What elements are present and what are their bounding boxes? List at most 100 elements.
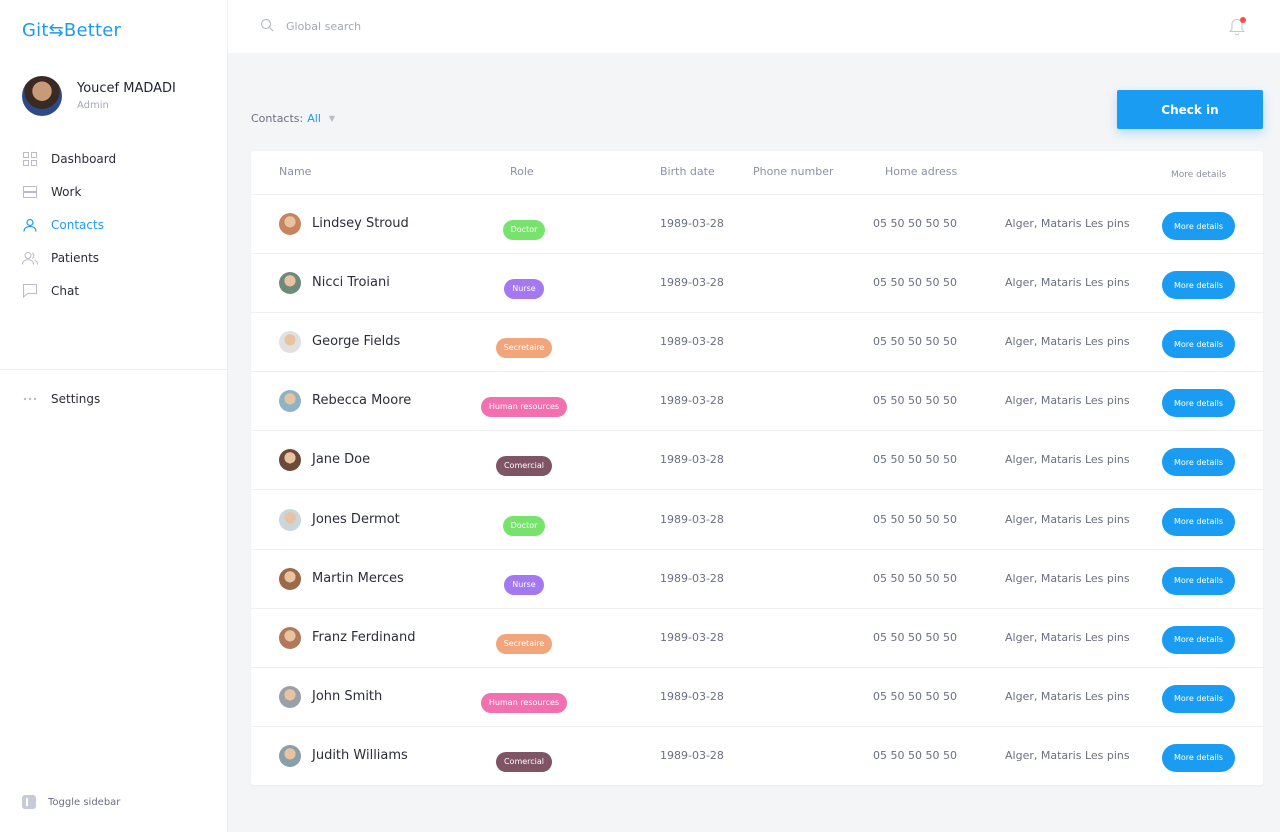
table-row[interactable]: John Smith Human resources 1989-03-28 05 50… — [251, 668, 1263, 727]
table-row[interactable]: Judith Williams Comercial 1989-03-28 05 50 … — [251, 727, 1263, 786]
home-address: Alger, Mataris Les pins — [1005, 571, 1130, 585]
role-cell: Nurse — [251, 572, 797, 595]
table-row[interactable]: Jane Doe Comercial 1989-03-28 05 50 50 50 5… — [251, 431, 1263, 491]
role-badge: Comercial — [495, 456, 553, 477]
contact-name: Judith Williams — [312, 747, 408, 763]
toggle-sidebar-label: Toggle sidebar — [48, 796, 121, 808]
home-address: Alger, Mataris Les pins — [1005, 630, 1130, 644]
birth-date: 1989-03-28 — [660, 335, 724, 349]
role-badge: Doctor — [502, 220, 546, 240]
chevron-down-icon[interactable]: ▼ — [328, 114, 336, 123]
contacts-filter: Contacts: All ▼ — [251, 112, 335, 125]
home-address: Alger, Mataris Les pins — [1005, 748, 1130, 762]
more-details-button[interactable]: More details — [1162, 566, 1235, 595]
role-badge: Nurse — [504, 574, 544, 595]
more-details-button[interactable]: More details — [1162, 212, 1235, 240]
app-logo[interactable]: Git⇆Better — [22, 20, 122, 41]
role-cell: Doctor — [251, 513, 797, 536]
more-details-button[interactable]: More details — [1162, 743, 1235, 772]
home-address: Alger, Mataris Les pins — [1005, 689, 1130, 703]
contact-name: Rebecca Moore — [312, 393, 412, 409]
check-in-button[interactable]: Check in — [1117, 90, 1263, 129]
column-header-details: More details — [1171, 170, 1227, 180]
role-badge: Secretaire — [495, 633, 553, 654]
sidebar-item-chat[interactable]: Chat — [22, 280, 212, 302]
filter-select[interactable]: All — [307, 112, 321, 125]
column-header-phone[interactable]: Phone number — [753, 165, 834, 178]
role-cell: Doctor — [251, 217, 797, 240]
birth-date: 1989-03-28 — [660, 689, 724, 703]
contacts-icon — [22, 217, 38, 233]
contact-name: Lindsey Stroud — [312, 216, 409, 231]
role-badge: Comercial — [495, 751, 553, 772]
avatar — [22, 76, 62, 116]
birth-date: 1989-03-28 — [660, 748, 724, 762]
table-row[interactable]: Martin Merces Nurse 1989-03-28 05 50 50 50 … — [251, 550, 1263, 609]
filter-label: Contacts: — [251, 112, 304, 125]
avatar — [279, 508, 301, 531]
toggle-sidebar-button[interactable]: Toggle sidebar — [22, 795, 120, 809]
user-profile[interactable]: Youcef MADADI Admin — [22, 76, 176, 116]
more-details-button[interactable]: More details — [1162, 330, 1235, 359]
sidebar-item-label: Work — [51, 185, 82, 199]
table-row[interactable]: Franz Ferdinand Secretaire 1989-03-28 05 50… — [251, 609, 1263, 668]
column-header-role[interactable]: Role — [510, 165, 534, 178]
table-header: Name Role Birth date Phone number Home a… — [251, 151, 1263, 195]
column-header-name[interactable]: Name — [279, 165, 312, 178]
phone-number: 05 50 50 50 50 — [873, 453, 957, 467]
search-input[interactable] — [286, 20, 546, 33]
table-row[interactable]: Lindsey Stroud Doctor 1989-03-28 05 50 50 5… — [251, 195, 1263, 254]
sidebar-item-dashboard[interactable]: Dashboard — [22, 148, 212, 170]
birth-date: 1989-03-28 — [660, 571, 724, 585]
more-details-button[interactable]: More details — [1162, 625, 1235, 654]
sidebar: Git⇆Better Youcef MADADI Admin Dashboard… — [0, 0, 228, 832]
home-address: Alger, Mataris Les pins — [1005, 276, 1130, 290]
sidebar-item-contacts[interactable]: Contacts — [22, 214, 212, 236]
contacts-table: Name Role Birth date Phone number Home a… — [251, 151, 1263, 785]
more-details-button[interactable]: More details — [1162, 507, 1235, 536]
chat-icon — [22, 283, 38, 299]
column-header-birth-date[interactable]: Birth date — [660, 165, 715, 178]
contact-name: Franz Ferdinand — [312, 629, 416, 645]
table-row[interactable]: Jones Dermot Doctor 1989-03-28 05 50 50 50 … — [251, 491, 1263, 550]
sidebar-item-patients[interactable]: Patients — [22, 247, 212, 269]
table-row[interactable]: Rebecca Moore Human resources 1989-03-28 05… — [251, 372, 1263, 432]
role-cell: Nurse — [251, 276, 797, 300]
avatar — [279, 449, 301, 472]
avatar — [279, 744, 301, 767]
contact-name: Jones Dermot — [312, 511, 400, 527]
sidebar-item-label: Patients — [51, 251, 100, 265]
table-row[interactable]: George Fields Secretaire 1989-03-28 05 50 5… — [251, 313, 1263, 373]
more-details-button[interactable]: More details — [1162, 271, 1235, 300]
avatar — [279, 331, 301, 354]
sidebar-item-label: Chat — [51, 284, 80, 298]
birth-date: 1989-03-28 — [660, 512, 724, 526]
sidebar-item-settings[interactable]: Settings — [22, 388, 100, 410]
notifications-button[interactable] — [1228, 17, 1246, 37]
role-cell: Comercial — [251, 453, 797, 477]
phone-number: 05 50 50 50 50 — [873, 335, 957, 349]
sidebar-item-work[interactable]: Work — [22, 181, 212, 203]
role-cell: Secretaire — [251, 631, 797, 654]
column-header-address[interactable]: Home adress — [885, 165, 958, 178]
home-address: Alger, Mataris Les pins — [1005, 217, 1130, 230]
more-details-button[interactable]: More details — [1162, 448, 1235, 477]
profile-name: Youcef MADADI — [77, 81, 176, 96]
avatar — [279, 272, 301, 295]
role-cell: Human resources — [251, 690, 797, 713]
role-badge: Nurse — [504, 279, 544, 300]
contact-name: Nicci Troiani — [312, 275, 390, 291]
avatar — [279, 390, 301, 413]
phone-number: 05 50 50 50 50 — [873, 689, 957, 703]
more-details-button[interactable]: More details — [1162, 389, 1235, 418]
avatar — [279, 567, 301, 590]
phone-number: 05 50 50 50 50 — [873, 630, 957, 644]
dashboard-icon — [22, 151, 38, 167]
more-details-button[interactable]: More details — [1162, 684, 1235, 713]
sidebar-item-label: Contacts — [51, 218, 104, 232]
patients-icon — [22, 250, 38, 266]
table-row[interactable]: Nicci Troiani Nurse 1989-03-28 05 50 50 50 … — [251, 254, 1263, 314]
search-icon — [260, 17, 274, 36]
avatar — [279, 685, 301, 708]
contact-name: John Smith — [312, 688, 383, 704]
